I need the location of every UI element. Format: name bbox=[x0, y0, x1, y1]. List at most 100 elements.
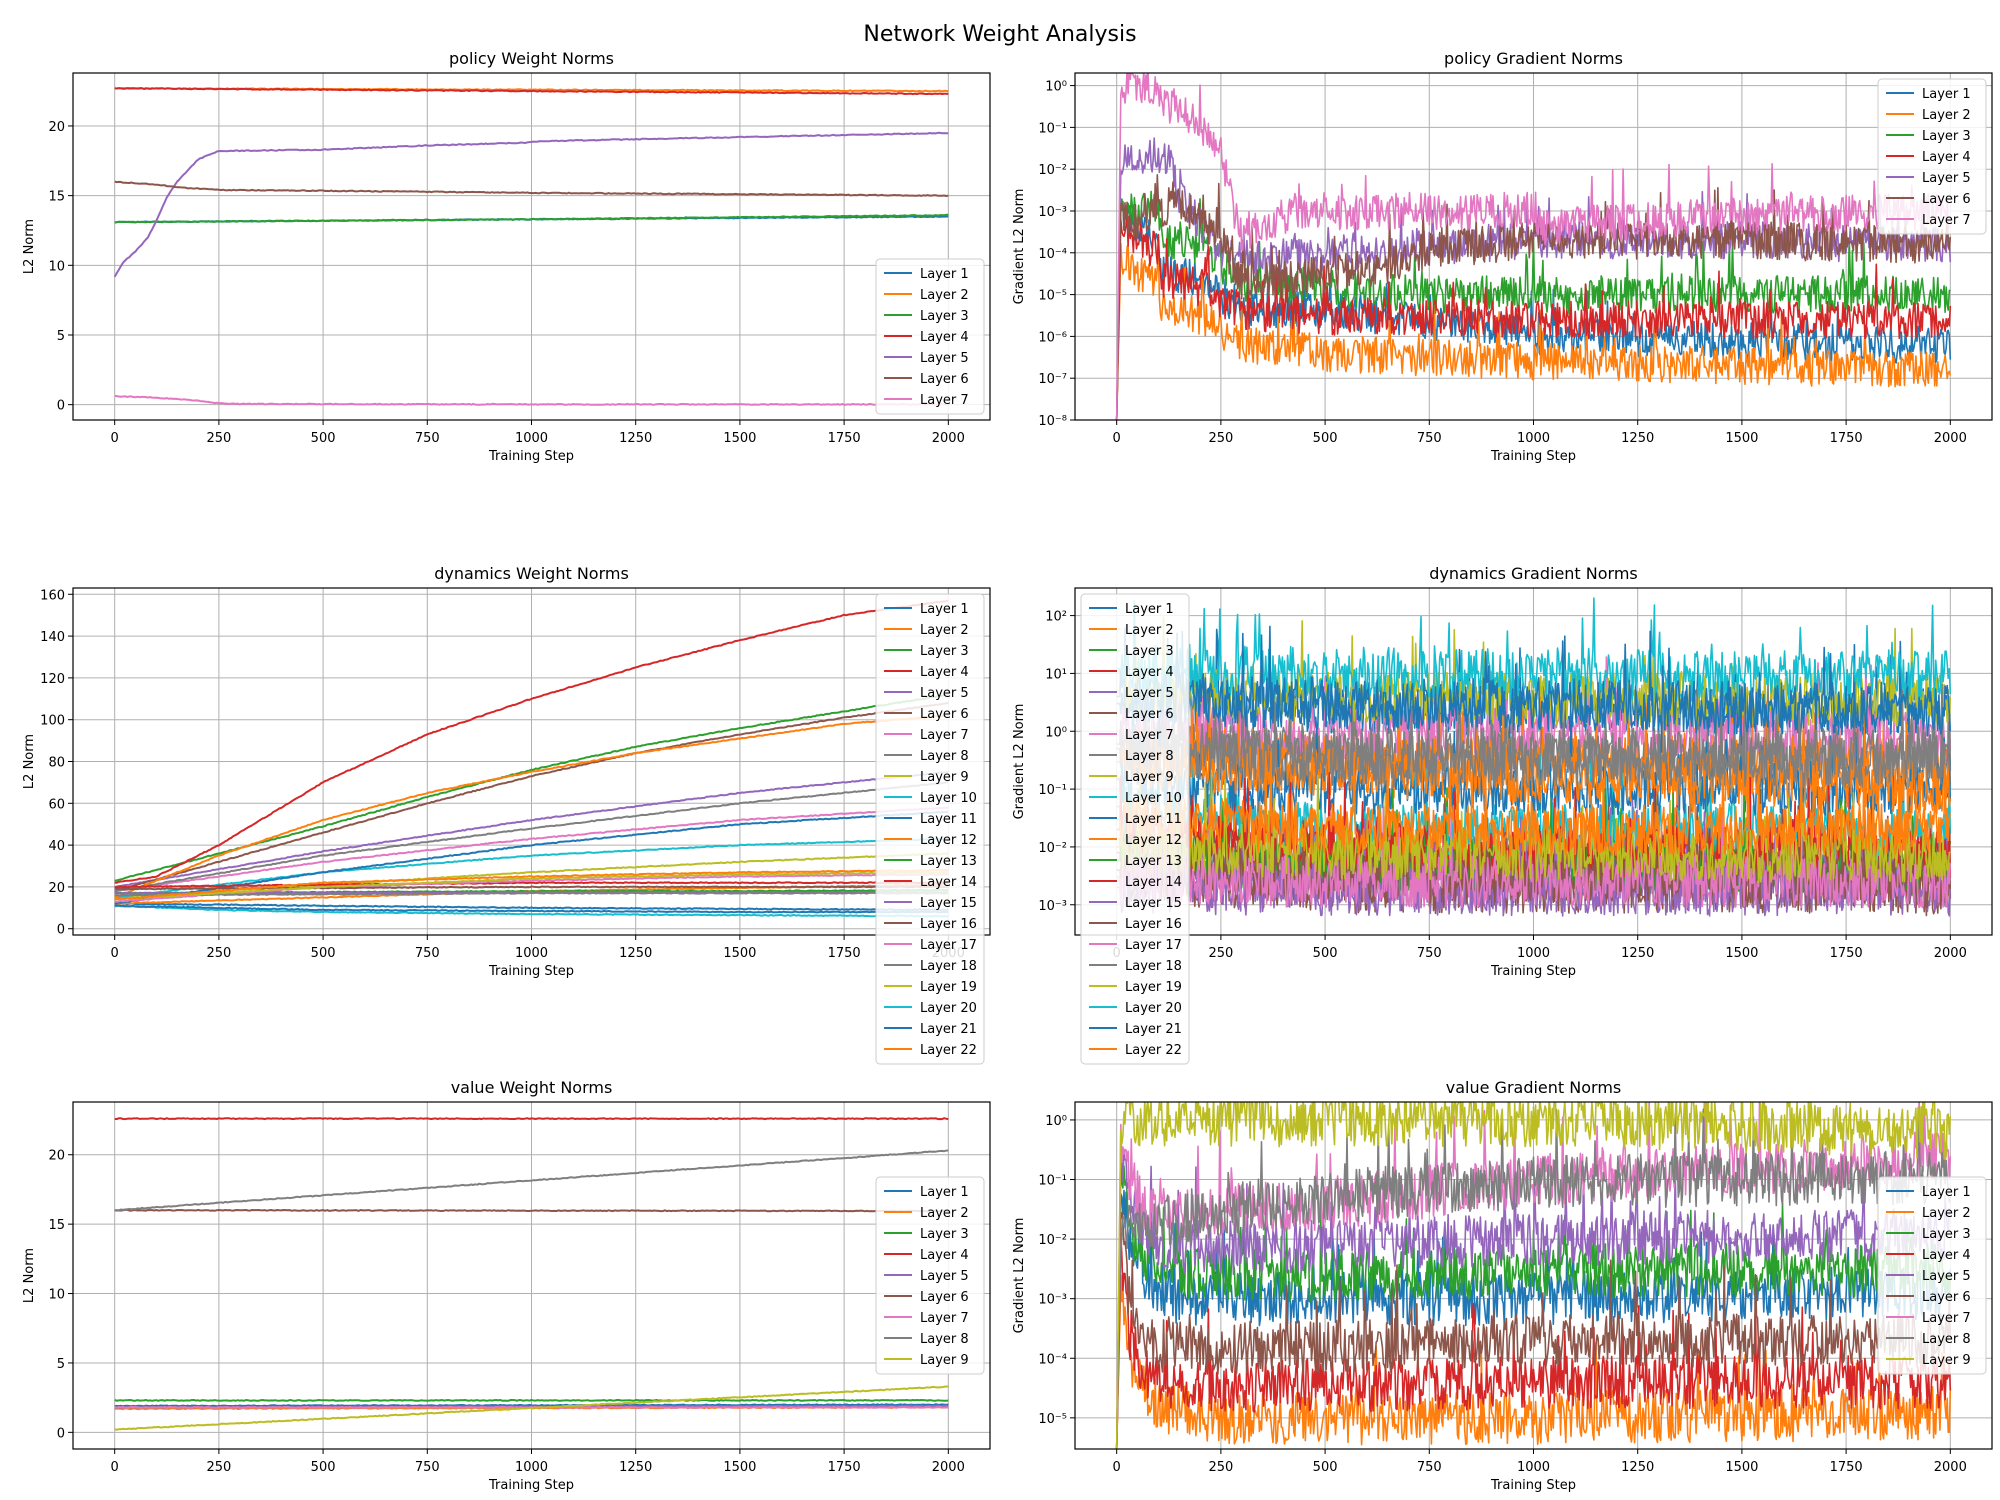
policy-gradient-ylabel: Gradient L2 Norm bbox=[1012, 189, 1027, 305]
legend-entry: Layer 12 bbox=[920, 833, 977, 848]
legend-entry: Layer 15 bbox=[1125, 896, 1182, 911]
value-weight-chart: 0 250 500 750 1000 1250 1500 1750 2000 0 5 10 15 20 va… bbox=[22, 1078, 991, 1493]
legend-entry: Layer 6 bbox=[1922, 1290, 1971, 1305]
legend-entry: Layer 8 bbox=[920, 1332, 969, 1347]
value-gradient-title: value Gradient Norms bbox=[1446, 1078, 1622, 1097]
value-gradient-series-group bbox=[1115, 1102, 1952, 1449]
legend-entry: Layer 16 bbox=[920, 917, 977, 932]
legend-entry: Layer 2 bbox=[1922, 1206, 1971, 1221]
series-line-layer-22 bbox=[114, 868, 949, 901]
y-tick-label: 10⁻² bbox=[1038, 841, 1067, 856]
x-tick-label: 750 bbox=[415, 431, 440, 446]
series-line-layer-18 bbox=[114, 891, 949, 897]
y-tick-label: 10⁻⁵ bbox=[1038, 289, 1067, 304]
y-tick-label: 5 bbox=[57, 1357, 65, 1372]
policy-gradient-xlabel: Training Step bbox=[1490, 449, 1576, 464]
legend-entry: Layer 9 bbox=[1922, 1353, 1971, 1368]
series-line-layer-21 bbox=[114, 904, 949, 914]
y-tick-label: 140 bbox=[40, 630, 65, 645]
legend-entry: Layer 22 bbox=[920, 1043, 977, 1058]
legend-entry: Layer 6 bbox=[1922, 192, 1971, 207]
legend-entry: Layer 20 bbox=[1125, 1001, 1182, 1016]
series-line-layer-4 bbox=[1115, 1232, 1952, 1449]
x-tick-label: 1000 bbox=[515, 1460, 548, 1475]
series-line-layer-14 bbox=[114, 881, 949, 889]
legend-entry: Layer 14 bbox=[920, 875, 977, 890]
policy-weight-grid bbox=[73, 73, 990, 420]
x-tick-label: 1500 bbox=[723, 431, 756, 446]
x-tick-label: 1000 bbox=[1517, 431, 1550, 446]
policy-gradient-legend: Layer 1 Layer 2 Layer 3 Layer 4 Layer 5 Layer… bbox=[1877, 78, 1987, 235]
series-line-layer-20 bbox=[1116, 597, 1952, 703]
y-tick-label: 10¹ bbox=[1045, 667, 1067, 682]
series-line-layer-20 bbox=[114, 904, 949, 918]
value-gradient-xlabel: Training Step bbox=[1490, 1478, 1576, 1493]
y-tick-label: 10 bbox=[48, 1288, 65, 1303]
value-gradient-chart: 0 250 500 750 1000 1250 1500 1750 2000 10⁻⁵ 10⁻⁴ 10… bbox=[1012, 1078, 1993, 1493]
x-tick-label: 1250 bbox=[1621, 1460, 1654, 1475]
legend-entry: Layer 9 bbox=[920, 770, 969, 785]
x-tick-label: 2000 bbox=[932, 431, 965, 446]
legend-entry: Layer 7 bbox=[920, 1311, 969, 1326]
series-line-layer-7 bbox=[114, 395, 949, 406]
x-tick-label: 1000 bbox=[1517, 946, 1550, 961]
x-tick-label: 500 bbox=[1313, 431, 1338, 446]
legend-entry: Layer 7 bbox=[1125, 728, 1174, 743]
series-line-layer-6 bbox=[114, 702, 949, 892]
y-tick-label: 120 bbox=[40, 672, 65, 687]
y-tick-label: 10⁻⁶ bbox=[1038, 330, 1067, 345]
legend-entry: Layer 3 bbox=[1922, 1227, 1971, 1242]
dynamics-weight-series-group bbox=[114, 599, 949, 918]
legend-entry: Layer 7 bbox=[1922, 1311, 1971, 1326]
legend-entry: Layer 16 bbox=[1125, 917, 1182, 932]
dynamics-gradient-ylabel: Gradient L2 Norm bbox=[1012, 704, 1027, 820]
legend-entry: Layer 7 bbox=[1922, 213, 1971, 228]
x-tick-label: 1750 bbox=[828, 431, 861, 446]
series-line-layer-7 bbox=[114, 806, 949, 892]
policy-gradient-series-group bbox=[1115, 73, 1952, 420]
series-line-layer-6 bbox=[1115, 174, 1952, 420]
x-tick-label: 2000 bbox=[932, 1460, 965, 1475]
policy-weight-xlabel: Training Step bbox=[488, 449, 574, 464]
legend-entry: Layer 10 bbox=[920, 791, 977, 806]
value-weight-series-group bbox=[114, 1117, 949, 1431]
value-weight-ticks: 0 250 500 750 1000 1250 1500 1750 2000 0 5 10 15 20 bbox=[48, 1149, 964, 1475]
x-tick-label: 750 bbox=[1417, 431, 1442, 446]
legend-entry: Layer 12 bbox=[1125, 833, 1182, 848]
series-line-layer-4 bbox=[1115, 215, 1952, 420]
dynamics-weight-xlabel: Training Step bbox=[488, 964, 574, 979]
y-tick-label: 10⁻⁵ bbox=[1038, 1412, 1067, 1427]
dynamics-weight-chart: 0250500750100012501500175020000204060801… bbox=[22, 564, 991, 1065]
y-tick-label: 20 bbox=[48, 120, 65, 135]
series-line-layer-2 bbox=[1115, 1275, 1952, 1449]
value-gradient-legend: Layer 1 Layer 2 Layer 3 Layer 4 Layer 5 Layer… bbox=[1877, 1176, 1987, 1375]
legend-entry: Layer 10 bbox=[1125, 791, 1182, 806]
legend-entry: Layer 9 bbox=[920, 1353, 969, 1368]
dynamics-gradient-legend: Layer 1 Layer 2 Layer 3 Layer 4 Layer 5 Layer… bbox=[1080, 593, 1190, 1065]
dynamics-gradient-series-group bbox=[1116, 597, 1952, 917]
x-tick-label: 1250 bbox=[619, 946, 652, 961]
legend-entry: Layer 3 bbox=[920, 644, 969, 659]
y-tick-label: 10⁻³ bbox=[1038, 1293, 1067, 1308]
x-tick-label: 0 bbox=[111, 431, 119, 446]
x-tick-label: 1250 bbox=[1621, 946, 1654, 961]
x-tick-label: 250 bbox=[1208, 946, 1233, 961]
legend-entry: Layer 1 bbox=[920, 602, 969, 617]
x-tick-label: 1500 bbox=[1725, 946, 1758, 961]
y-tick-label: 40 bbox=[48, 839, 65, 854]
legend-entry: Layer 1 bbox=[1922, 1185, 1971, 1200]
x-tick-label: 1750 bbox=[1830, 946, 1863, 961]
y-tick-label: 20 bbox=[48, 881, 65, 896]
y-tick-label: 10⁻³ bbox=[1038, 205, 1067, 220]
series-line-layer-5 bbox=[113, 131, 949, 278]
legend-entry: Layer 3 bbox=[1922, 129, 1971, 144]
legend-entry: Layer 9 bbox=[1125, 770, 1174, 785]
series-line-layer-7 bbox=[1115, 1102, 1952, 1449]
legend-entry: Layer 5 bbox=[1125, 686, 1174, 701]
legend-entry: Layer 1 bbox=[920, 1185, 969, 1200]
legend-entry: Layer 6 bbox=[920, 1290, 969, 1305]
x-tick-label: 0 bbox=[1113, 1460, 1121, 1475]
series-line-layer-2 bbox=[1115, 242, 1952, 420]
legend-entry: Layer 4 bbox=[920, 1248, 969, 1263]
